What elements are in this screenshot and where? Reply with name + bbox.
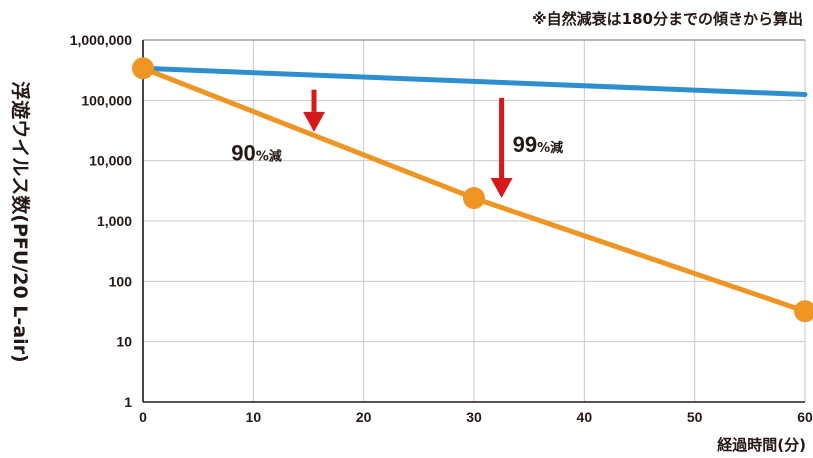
series-point-1 xyxy=(463,187,485,210)
reduction-unit: %減 xyxy=(537,140,563,156)
y-tick-label: 100,000 xyxy=(81,92,132,108)
y-tick-label: 1,000 xyxy=(97,213,132,229)
reduction-value: 90 xyxy=(231,141,255,166)
x-tick-label: 10 xyxy=(246,409,262,425)
reduction-arrow-head xyxy=(490,178,513,199)
reduction-value: 99 xyxy=(513,132,537,157)
axes: 0 10 20 30 40 50 60 1 10 100 1,000 10,000 100,000 1,0… xyxy=(70,32,813,425)
y-tick-label: 10 xyxy=(116,334,132,350)
x-axis-label: 経過時間(分) xyxy=(717,436,806,454)
reduction-unit: %減 xyxy=(256,149,282,165)
annotations: 90%減99%減 xyxy=(231,89,564,199)
x-tick-label: 20 xyxy=(356,409,372,425)
series-point-1 xyxy=(132,57,154,80)
x-tick-label: 30 xyxy=(466,409,482,425)
y-tick-label: 1 xyxy=(124,394,132,410)
x-tick-label: 50 xyxy=(687,409,703,425)
x-tick-label: 40 xyxy=(577,409,593,425)
series-point-1 xyxy=(794,300,813,323)
reduction-arrow-head xyxy=(303,111,326,132)
series-line-0 xyxy=(140,65,808,97)
reduction-label: 99%減 xyxy=(513,132,564,157)
y-axis-label: 浮遊ウイルス数(PFU/20 L-air) xyxy=(9,81,32,362)
y-tick-label: 100 xyxy=(109,273,133,289)
series-group xyxy=(132,57,813,323)
y-tick-label: 10,000 xyxy=(89,153,132,169)
x-tick-label: 60 xyxy=(797,409,813,425)
y-tick-label: 1,000,000 xyxy=(70,32,132,48)
grid xyxy=(143,39,806,403)
reduction-label: 90%減 xyxy=(231,141,282,166)
x-tick-label: 0 xyxy=(139,409,147,425)
chart-note: ※自然減衰は180分までの傾きから算出 xyxy=(532,10,803,28)
